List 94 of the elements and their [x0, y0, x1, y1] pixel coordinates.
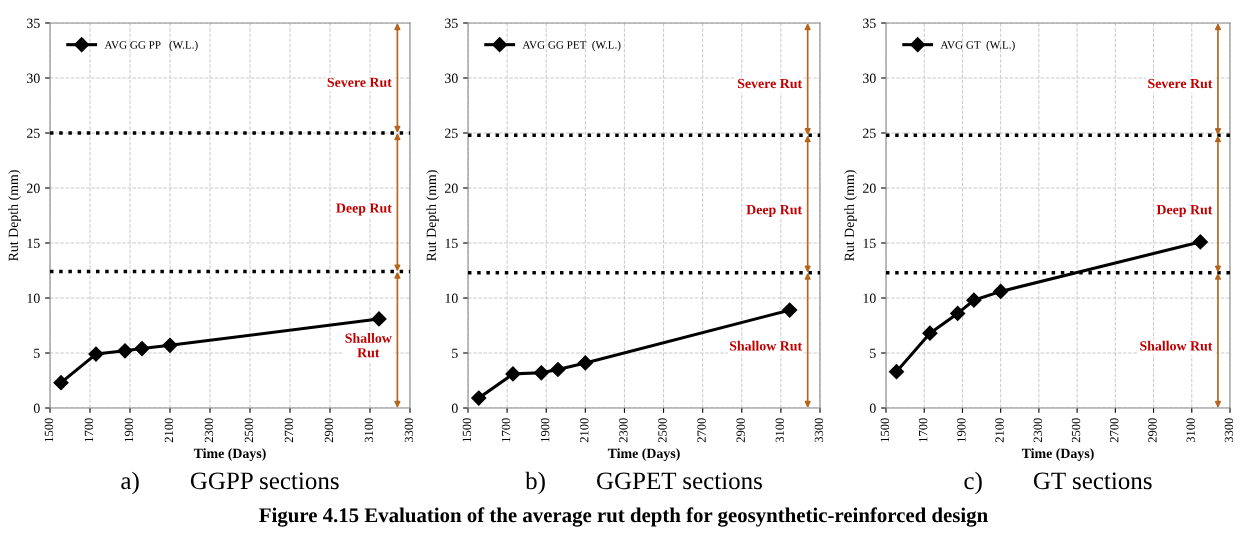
text: b) GGPET sections — [525, 471, 762, 495]
y-tick-label: 20 — [445, 183, 458, 193]
y-tick-label: 5 — [870, 348, 876, 358]
point — [782, 302, 798, 318]
y-tick-label: 0 — [869, 403, 876, 413]
point — [550, 361, 566, 378]
x-tick-label: 2900 — [324, 418, 334, 443]
y-tick-label: 15 — [445, 238, 458, 248]
point — [993, 283, 1009, 299]
y-axis-title: Rut Depth (mm) — [8, 170, 21, 262]
x-tick-label: 2100 — [995, 418, 1004, 443]
legend-label: AVG GT (W.L.) — [940, 40, 1015, 51]
x-axis-title: Time (Days) — [1021, 448, 1094, 461]
x-tick-label: 1700 — [918, 418, 928, 442]
x-axis-title: Time (Days) — [193, 448, 266, 461]
annotation: Deep Rut — [1156, 205, 1213, 218]
legend-label: AVG GG PET (W.L.) — [522, 40, 621, 51]
text: c) GT sections — [964, 471, 1152, 495]
y-tick-label: 30 — [445, 73, 458, 83]
y-tick-label: 10 — [863, 293, 876, 303]
point — [53, 375, 69, 391]
x-tick-label: 3100 — [1186, 418, 1195, 443]
x-tick-label: 2100 — [580, 418, 589, 443]
x-tick-label: 3300 — [1224, 418, 1234, 443]
x-tick-label: 3100 — [775, 418, 785, 443]
y-tick-label: 0 — [33, 403, 40, 413]
annotation: Shallow Rut — [345, 333, 392, 358]
y-tick-label: 35 — [863, 18, 876, 28]
point — [371, 311, 387, 327]
point — [162, 337, 178, 353]
x-tick-label: 2500 — [658, 418, 667, 443]
x-tick-label: 1900 — [957, 418, 966, 442]
x-tick-label: 2100 — [164, 418, 174, 443]
annotation: Severe Rut — [737, 78, 803, 89]
y-tick-label: 25 — [27, 128, 40, 138]
y-tick-label: 15 — [863, 238, 876, 248]
annotation: Shallow Rut — [729, 340, 803, 351]
x-tick-label: 2700 — [284, 418, 294, 443]
y-tick-label: 0 — [451, 403, 458, 413]
x-tick-label: 1900 — [540, 418, 550, 442]
y-tick-label: 20 — [863, 183, 876, 193]
x-tick-label: 1900 — [124, 418, 134, 442]
x-tick-label: 2900 — [736, 418, 745, 443]
annotation: Shallow Rut — [1140, 340, 1213, 351]
x-tick-label: 2500 — [1071, 418, 1081, 443]
annotation: Severe Rut — [327, 77, 392, 88]
x-tick-label: 2700 — [1110, 418, 1119, 443]
point — [533, 365, 549, 381]
point — [888, 364, 905, 380]
point — [577, 355, 593, 371]
y-tick-label: 25 — [863, 128, 876, 138]
x-tick-label: 2700 — [697, 418, 706, 443]
x-tick-label: 3300 — [814, 418, 824, 443]
y-tick-label: 30 — [863, 73, 876, 83]
x-tick-label: 3300 — [404, 418, 414, 443]
y-tick-label: 10 — [27, 293, 40, 303]
x-tick-label: 3100 — [364, 418, 374, 443]
annotation: Severe Rut — [1148, 78, 1213, 89]
text: a) GGPP sections — [121, 471, 339, 495]
x-tick-label: 2300 — [619, 418, 628, 443]
y-tick-label: 20 — [27, 183, 40, 193]
legend-label: AVG GG PP (W.L.) — [104, 40, 198, 51]
y-tick-label: 35 — [445, 18, 458, 28]
point — [505, 366, 521, 382]
point — [117, 343, 133, 359]
point — [922, 325, 938, 341]
caption: Figure 4.15 Evaluation of the average rut depth for geosynthetic-reinforced design — [259, 507, 988, 527]
point — [471, 390, 487, 406]
x-tick-label: 2900 — [1148, 418, 1157, 443]
point — [950, 305, 966, 321]
x-tick-label: 2300 — [1033, 418, 1043, 443]
x-axis-title: Time (Days) — [607, 448, 680, 461]
x-tick-label: 2300 — [204, 418, 214, 443]
y-axis-title: Rut Depth (mm) — [844, 170, 857, 262]
x-tick-label: 2500 — [244, 418, 254, 443]
y-tick-label: 30 — [27, 73, 40, 83]
point — [134, 341, 150, 357]
x-tick-label: 1700 — [84, 418, 94, 442]
y-tick-label: 15 — [27, 238, 40, 248]
x-tick-label: 1500 — [462, 418, 472, 442]
y-tick-label: 5 — [34, 348, 40, 358]
annotation: Deep Rut — [746, 205, 803, 218]
x-tick-label: 1500 — [880, 418, 890, 442]
y-axis-title: Rut Depth (mm) — [426, 170, 439, 262]
point — [966, 292, 982, 308]
y-tick-label: 35 — [27, 18, 40, 28]
y-tick-label: 5 — [452, 348, 458, 358]
x-tick-label: 1700 — [501, 418, 511, 442]
annotation: Deep Rut — [336, 203, 392, 216]
x-tick-label: 1500 — [44, 418, 54, 442]
y-tick-label: 25 — [445, 128, 458, 138]
point — [1192, 234, 1208, 250]
point — [88, 346, 104, 362]
y-tick-label: 10 — [445, 293, 458, 303]
